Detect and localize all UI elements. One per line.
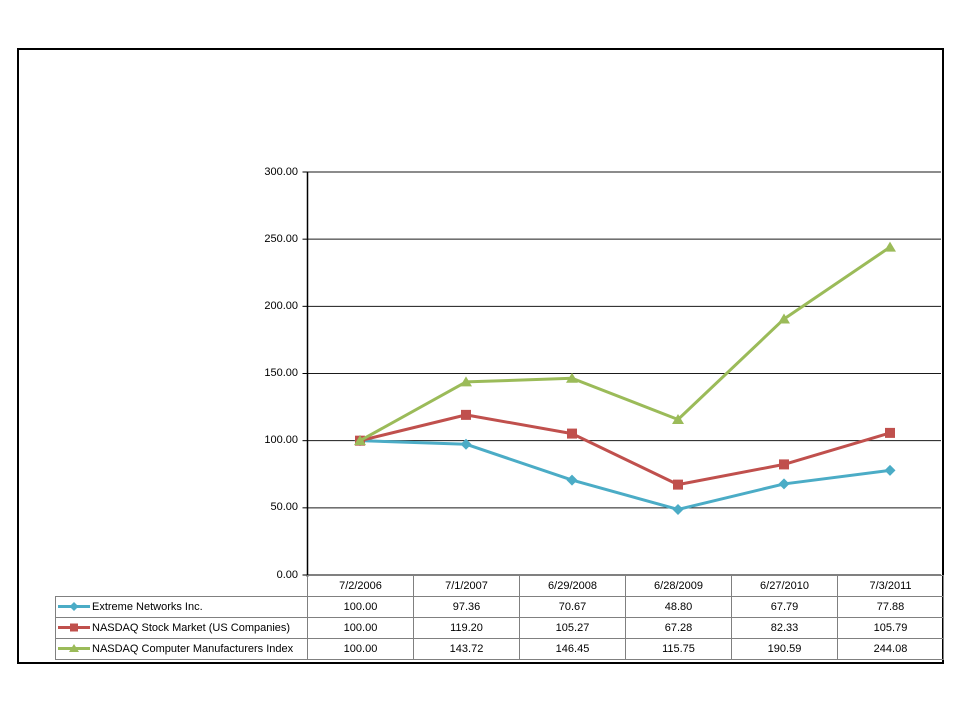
table-value-cell: 146.45 [519, 638, 626, 660]
table-value-cell: 244.08 [837, 638, 944, 660]
legend-key-marker [69, 602, 79, 611]
table-value-cell: 100.00 [307, 596, 414, 618]
table-value-cell: 105.27 [519, 617, 626, 639]
diamond-marker [778, 478, 790, 490]
table-value-cell: 105.79 [837, 617, 944, 639]
y-axis-label-100: 100.00 [264, 434, 298, 447]
series-nasdaq-stock-market-us-companies [355, 409, 895, 490]
table-date-header: 7/1/2007 [413, 575, 520, 597]
table-value-cell: 82.33 [731, 617, 838, 639]
table-date-header: 6/28/2009 [625, 575, 732, 597]
table-row-nasdaq-stock-market-us-companies: NASDAQ Stock Market (US Companies) 100.00… [55, 617, 944, 639]
table-date-header: 6/29/2008 [519, 575, 626, 597]
y-axis-label-300: 300.00 [264, 165, 298, 178]
triangle-marker [672, 414, 684, 425]
table-value-cell: 70.67 [519, 596, 626, 618]
legend-key-triangle-icon [58, 644, 90, 652]
table-row-nasdaq-computer-manufacturers-index: NASDAQ Computer Manufacturers Index 100.0… [55, 638, 944, 660]
table-value-cell: 100.00 [307, 617, 414, 639]
y-axis-label-150: 150.00 [264, 367, 298, 379]
table-value-cell: 67.28 [625, 617, 732, 639]
legend-key-diamond-icon [58, 602, 90, 611]
y-axis-label-200: 200.00 [264, 299, 298, 312]
legend-key-square-icon [58, 623, 90, 632]
y-axis-label-50: 50.00 [270, 501, 298, 514]
series-name-label: NASDAQ Stock Market (US Companies) [92, 622, 291, 634]
legend-cell: NASDAQ Computer Manufacturers Index [55, 638, 308, 660]
table-header-row: 7/2/2006 7/1/2007 6/29/2008 6/28/2009 6/27/2… [56, 575, 944, 597]
y-axis-label-0: 0.00 [276, 568, 298, 581]
series-name-label: Extreme Networks Inc. [92, 601, 203, 613]
legend-cell: Extreme Networks Inc. [55, 596, 308, 618]
square-marker [885, 427, 895, 438]
square-marker [673, 479, 683, 490]
series-nasdaq-computer-manufacturers-index [354, 241, 896, 446]
table-value-cell: 119.20 [413, 617, 520, 639]
square-marker [779, 459, 789, 470]
diamond-marker [566, 474, 578, 486]
table-date-header: 7/2/2006 [307, 575, 414, 597]
table-date-header: 6/27/2010 [731, 575, 838, 597]
square-marker [567, 428, 577, 439]
table-corner-spacer [56, 576, 308, 597]
table-value-cell: 100.00 [307, 638, 414, 660]
diamond-marker [460, 438, 472, 450]
triangle-marker [566, 372, 578, 383]
table-value-cell: 115.75 [625, 638, 732, 660]
diamond-marker [884, 464, 896, 476]
chart-data-table: 7/2/2006 7/1/2007 6/29/2008 6/28/2009 6/27/2… [55, 575, 944, 660]
series-line-nasdaq-computer-manufacturers-index [359, 245, 891, 442]
table-date-header: 7/3/2011 [837, 575, 944, 597]
triangle-marker [354, 435, 366, 446]
series-line-nasdaq-stock-market-us-companies [359, 413, 891, 487]
series-line-extreme-networks-inc [359, 439, 891, 511]
triangle-marker [460, 376, 472, 387]
table-value-cell: 97.36 [413, 596, 520, 618]
table-value-cell: 143.72 [413, 638, 520, 660]
triangle-marker [778, 313, 790, 324]
legend-cell: NASDAQ Stock Market (US Companies) [55, 617, 308, 639]
chart-frame [17, 48, 944, 664]
square-marker [461, 409, 471, 420]
table-row-extreme-networks-inc: Extreme Networks Inc. 100.00 97.36 70.67 48.… [55, 596, 944, 618]
legend-key-marker [69, 644, 79, 652]
y-axis-label-250: 250.00 [264, 232, 298, 245]
table-value-cell: 77.88 [837, 596, 944, 618]
legend-key-marker [70, 623, 78, 632]
diamond-marker [672, 503, 684, 515]
series-extreme-networks-inc [354, 435, 896, 515]
triangle-marker [884, 241, 896, 252]
series-name-label: NASDAQ Computer Manufacturers Index [92, 643, 294, 655]
table-value-cell: 48.80 [625, 596, 732, 618]
table-value-cell: 190.59 [731, 638, 838, 660]
table-value-cell: 67.79 [731, 596, 838, 618]
